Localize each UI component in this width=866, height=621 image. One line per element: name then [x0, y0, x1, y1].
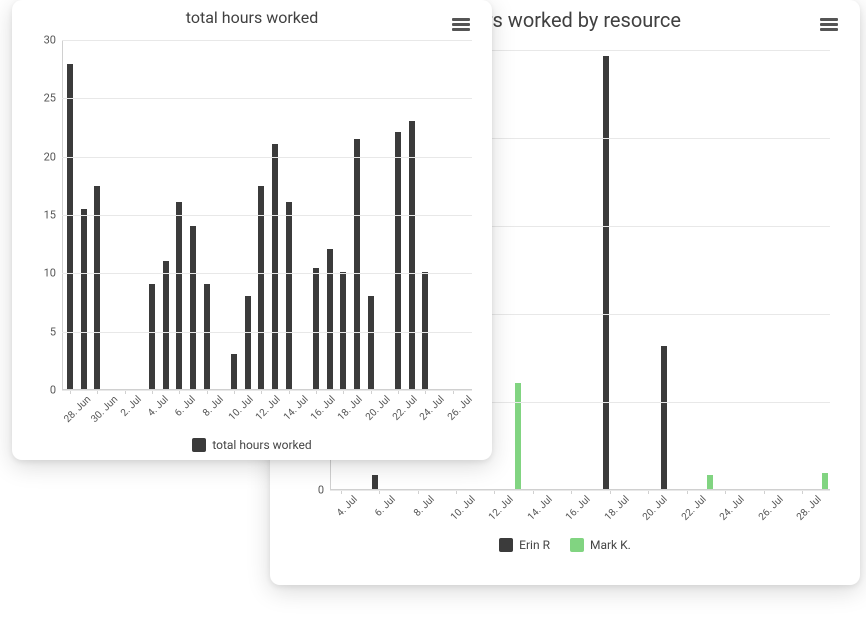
bar[interactable] — [313, 268, 319, 389]
x-tick-label: 6. Jul — [173, 394, 198, 419]
y-tick-label: 20 — [44, 150, 56, 163]
gridline — [62, 98, 472, 99]
x-tick-label: 10. Jul — [227, 394, 256, 423]
bar[interactable] — [603, 56, 609, 489]
resource-hours-menu-icon[interactable] — [820, 18, 838, 32]
x-tick-label: 8. Jul — [200, 394, 225, 419]
bar[interactable] — [245, 296, 251, 389]
bar[interactable] — [372, 475, 378, 489]
bar[interactable] — [822, 473, 828, 489]
x-tick-label: 6. Jul — [373, 494, 398, 519]
x-tick-label: 16. Jul — [564, 494, 593, 523]
bar[interactable] — [515, 383, 521, 489]
y-tick-label: 0 — [318, 484, 324, 497]
bar[interactable] — [661, 346, 667, 489]
x-tick-label: 24. Jul — [718, 494, 747, 523]
bar[interactable] — [163, 261, 169, 389]
bar[interactable] — [286, 202, 292, 389]
gridline — [62, 390, 472, 391]
x-tick-label: 22. Jul — [391, 394, 420, 423]
y-tick-label: 10 — [44, 267, 56, 280]
bar[interactable] — [409, 121, 415, 389]
gridline — [62, 273, 472, 274]
x-tick-label: 12. Jul — [487, 494, 516, 523]
total-hours-y-axis: 051015202530 — [22, 40, 62, 390]
x-tick-label: 26. Jul — [757, 494, 786, 523]
x-tick-label: 22. Jul — [680, 494, 709, 523]
bar[interactable] — [707, 475, 713, 489]
x-tick-label: 4. Jul — [146, 394, 171, 419]
x-tick-label: 10. Jul — [449, 494, 478, 523]
gridline — [330, 490, 830, 491]
gridline — [62, 215, 472, 216]
total-hours-menu-icon[interactable] — [452, 18, 470, 32]
x-tick-label: 28. Jul — [795, 494, 824, 523]
x-tick-label: 30. Jun — [89, 394, 120, 425]
gridline — [62, 332, 472, 333]
gridline — [62, 40, 472, 41]
y-tick-label: 15 — [44, 209, 56, 222]
bar[interactable] — [204, 284, 210, 389]
bar[interactable] — [395, 132, 401, 389]
bar[interactable] — [327, 249, 333, 389]
bar[interactable] — [176, 202, 182, 389]
x-tick-label: 12. Jul — [254, 394, 283, 423]
legend-item[interactable]: Erin R — [499, 538, 550, 552]
legend-label: total hours worked — [212, 438, 311, 452]
x-tick-label: 2. Jul — [118, 394, 143, 419]
x-tick-label: 4. Jul — [335, 494, 360, 519]
bar[interactable] — [149, 284, 155, 389]
x-tick-label: 24. Jul — [418, 394, 447, 423]
total-hours-chart: 051015202530 28. Jun30. Jun2. Jul4. Jul6… — [22, 40, 482, 390]
total-hours-title: total hours worked — [12, 0, 492, 27]
bar[interactable] — [81, 209, 87, 389]
x-tick-label: 20. Jul — [641, 494, 670, 523]
x-tick-label: 14. Jul — [526, 494, 555, 523]
legend-swatch — [192, 438, 206, 452]
legend-label: Mark K. — [590, 538, 631, 552]
legend-label: Erin R — [519, 538, 550, 552]
x-tick-label: 18. Jul — [603, 494, 632, 523]
bar[interactable] — [67, 64, 73, 390]
bar[interactable] — [94, 186, 100, 389]
legend-item[interactable]: total hours worked — [192, 438, 311, 452]
x-tick-label: 28. Jun — [62, 394, 93, 425]
total-hours-legend: total hours worked — [12, 438, 492, 452]
legend-swatch — [570, 538, 584, 552]
x-tick-label: 14. Jul — [281, 394, 310, 423]
legend-swatch — [499, 538, 513, 552]
total-hours-card: total hours worked 0 5 10 15 20 25 30 28. Jun3… — [12, 0, 492, 460]
bar[interactable] — [258, 186, 264, 389]
x-tick-label: 26. Jul — [445, 394, 474, 423]
gridline — [62, 157, 472, 158]
bar[interactable] — [272, 144, 278, 389]
y-tick-label: 30 — [44, 34, 56, 47]
resource-hours-legend: Erin R Mark K. — [270, 538, 860, 552]
bar[interactable] — [190, 226, 196, 389]
legend-item[interactable]: Mark K. — [570, 538, 631, 552]
bar[interactable] — [231, 354, 237, 389]
y-tick-label: 0 — [50, 384, 56, 397]
y-tick-label: 5 — [50, 325, 56, 338]
x-tick-label: 16. Jul — [309, 394, 338, 423]
bar[interactable] — [368, 296, 374, 389]
y-tick-label: 25 — [44, 92, 56, 105]
x-tick-label: 20. Jul — [363, 394, 392, 423]
x-tick-label: 8. Jul — [412, 494, 437, 519]
x-tick-label: 18. Jul — [336, 394, 365, 423]
bar[interactable] — [354, 139, 360, 389]
